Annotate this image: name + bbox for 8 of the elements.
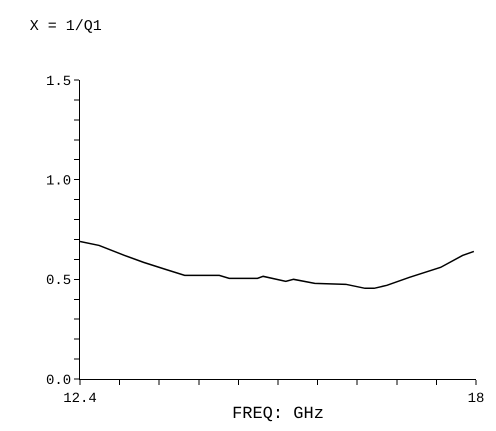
x-tick-label: 12.4 bbox=[63, 390, 97, 407]
chart-title: X = 1/Q1 bbox=[30, 18, 102, 35]
x-axis-title: FREQ: GHz bbox=[232, 405, 324, 424]
y-tick-label: 0.0 bbox=[46, 372, 72, 389]
x-tick-label: 18 bbox=[468, 390, 484, 407]
y-tick-label: 1.0 bbox=[46, 174, 72, 190]
y-tick-label: 0.5 bbox=[46, 273, 72, 290]
y-tick-label: 1.5 bbox=[46, 74, 72, 90]
